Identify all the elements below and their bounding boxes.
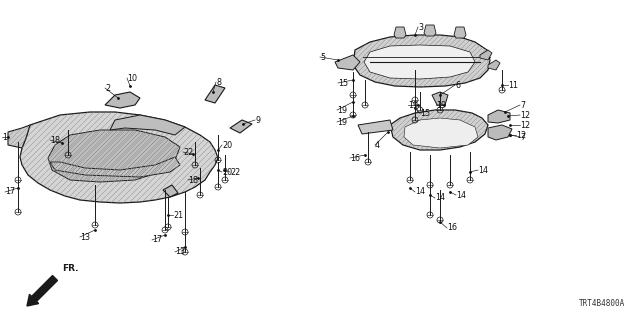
Text: 15: 15 [420,108,430,117]
Text: 3: 3 [418,22,423,31]
Text: 16: 16 [447,223,457,233]
Text: 14: 14 [435,194,445,203]
Text: 22: 22 [230,167,240,177]
Text: 2: 2 [105,84,110,92]
Polygon shape [353,35,490,87]
Polygon shape [488,125,512,140]
Text: 12: 12 [520,121,530,130]
Text: 4: 4 [375,140,380,149]
Text: 14: 14 [456,190,466,199]
Text: 21: 21 [173,211,183,220]
Text: 9: 9 [255,116,260,124]
Polygon shape [394,27,406,38]
Text: FR.: FR. [62,264,79,273]
Text: 15: 15 [338,78,348,87]
Polygon shape [105,92,140,108]
Polygon shape [488,60,500,70]
Text: 12: 12 [516,131,526,140]
Text: 19: 19 [436,100,446,109]
Text: 19: 19 [337,106,347,115]
FancyArrow shape [27,276,58,306]
Text: 18: 18 [188,175,198,185]
Polygon shape [480,50,492,60]
Text: 19: 19 [337,117,347,126]
Polygon shape [454,27,466,38]
Text: 13: 13 [80,233,90,242]
Text: 12: 12 [520,110,530,119]
Polygon shape [205,85,225,103]
Polygon shape [432,92,448,105]
Polygon shape [335,55,360,70]
Text: 20: 20 [222,140,232,149]
Polygon shape [163,185,178,197]
Text: 5: 5 [320,52,325,61]
Text: 7: 7 [520,100,525,109]
Polygon shape [390,110,488,150]
Text: 16: 16 [350,154,360,163]
Text: 13: 13 [175,247,185,257]
Text: 18: 18 [50,135,60,145]
Text: 14: 14 [478,165,488,174]
Text: 11: 11 [508,81,518,90]
Text: 1: 1 [2,132,7,141]
Text: 22: 22 [183,148,193,156]
Polygon shape [50,157,180,177]
Text: 8: 8 [216,77,221,86]
Polygon shape [488,110,510,123]
Polygon shape [404,118,478,148]
Text: 7: 7 [520,132,525,141]
Polygon shape [110,115,185,135]
Polygon shape [48,130,180,182]
Polygon shape [364,45,475,79]
Polygon shape [8,125,30,148]
Text: 10: 10 [127,74,137,83]
Polygon shape [20,112,218,203]
Polygon shape [424,25,436,36]
Text: 20: 20 [222,167,232,177]
Text: 14: 14 [415,188,425,196]
Text: TRT4B4800A: TRT4B4800A [579,299,625,308]
Text: 19: 19 [408,100,418,109]
Text: 6: 6 [455,81,460,90]
Polygon shape [230,120,252,133]
Polygon shape [358,120,393,134]
Text: 17: 17 [152,236,162,244]
Text: 17: 17 [5,188,15,196]
